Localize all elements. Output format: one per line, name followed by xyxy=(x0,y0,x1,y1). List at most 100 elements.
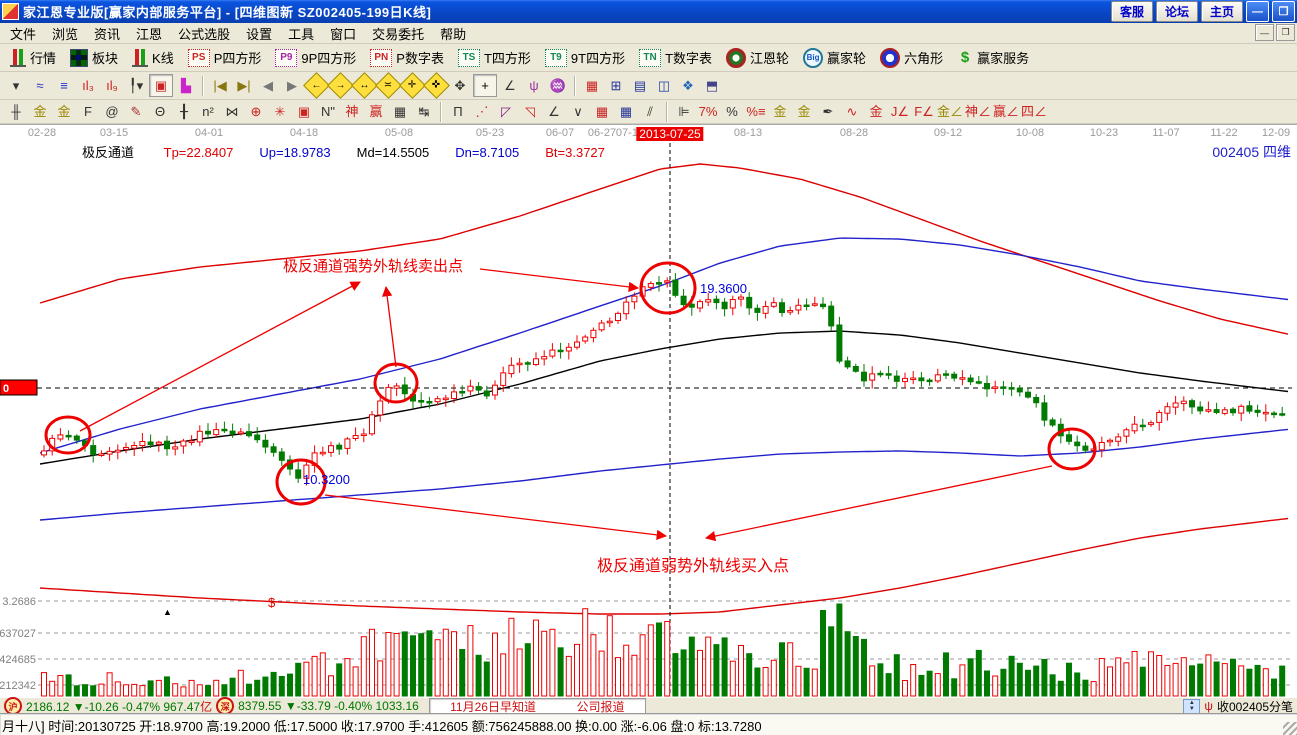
toolbar-button-K线[interactable]: K线 xyxy=(126,46,180,69)
pct-lines-icon[interactable]: %≡ xyxy=(746,104,766,119)
menu-item-浏览[interactable]: 浏览 xyxy=(52,26,79,42)
diamond-expand-all-icon[interactable]: ✜ xyxy=(422,72,450,99)
news-ticker[interactable]: 11月26日早知道 公司报道 xyxy=(428,698,646,714)
chart-region[interactable]: 3.2686 637027 424685 212342 0 极反通道强势外轨线卖出点 极反通… xyxy=(0,124,1297,698)
doc-restore-button[interactable]: ❐ xyxy=(1276,24,1295,41)
diamond-compress-icon[interactable]: ≍ xyxy=(374,72,402,99)
shen-tool-icon[interactable]: 神 xyxy=(345,104,359,119)
gann-ladder-icon[interactable]: ╫ xyxy=(11,104,21,119)
menu-item-工具[interactable]: 工具 xyxy=(288,26,315,42)
grid-blue-icon[interactable]: ▦ xyxy=(619,104,633,119)
menu-item-文件[interactable]: 文件 xyxy=(10,26,37,42)
grid123-icon[interactable]: ▦ xyxy=(393,104,407,119)
titlebar-button-论坛[interactable]: 论坛 xyxy=(1155,1,1198,22)
grid-red-icon[interactable]: ▦ xyxy=(595,104,609,119)
toolbar-button-赢家服务[interactable]: $ 赢家服务 xyxy=(951,46,1035,69)
prev-bar-icon[interactable]: ◀ xyxy=(263,78,273,93)
toolbar-button-9T四方形[interactable]: T9 9T四方形 xyxy=(539,46,631,69)
titlebar-button-主页[interactable]: 主页 xyxy=(1200,1,1243,22)
toolbar-button-P四方形[interactable]: PS P四方形 xyxy=(182,46,268,69)
candle-style-icon[interactable]: ╿▾ xyxy=(128,78,144,93)
calculator-icon[interactable]: ⊞ xyxy=(610,78,622,93)
gold-ladder2-icon[interactable]: 金 xyxy=(57,104,71,119)
spiral-icon[interactable]: @ xyxy=(105,104,119,119)
toolbar-button-9P四方形[interactable]: P9 9P四方形 xyxy=(269,46,362,69)
n2-icon[interactable]: n² xyxy=(202,104,214,119)
ying-angle-icon[interactable]: 赢∠ xyxy=(993,104,1020,119)
diamond-right-icon[interactable]: → xyxy=(326,72,354,99)
bars-3-icon[interactable]: ıl₃ xyxy=(82,78,94,93)
angle-measure-icon[interactable]: ∠ xyxy=(504,78,516,93)
calendar-icon[interactable]: ▦ xyxy=(585,78,599,93)
si-angle-icon[interactable]: 四∠ xyxy=(1021,104,1048,119)
toolbar-button-赢家轮[interactable]: Big 赢家轮 xyxy=(797,46,872,70)
histogram-icon[interactable]: ▙ xyxy=(181,78,191,93)
pct-icon[interactable]: % xyxy=(726,104,738,119)
menu-item-公式选股[interactable]: 公式选股 xyxy=(178,26,231,42)
ink-pen-icon[interactable]: ✒ xyxy=(822,104,834,119)
web-update-icon[interactable]: ❖ xyxy=(682,78,694,93)
gold-lines-icon[interactable]: 金 xyxy=(797,104,811,119)
news-morning-link[interactable]: 11月26日早知道 xyxy=(450,699,536,714)
price-scale-icon[interactable]: ⊫ xyxy=(678,104,690,119)
kline-chart[interactable]: 3.26866370274246852123420极反通道强势外轨线卖出点极反通… xyxy=(0,125,1297,698)
ying-tool-icon[interactable]: 赢 xyxy=(369,104,383,119)
boxed-star-icon[interactable]: ▣ xyxy=(297,104,311,119)
dropdown-caret-icon[interactable]: ▾ xyxy=(12,78,20,93)
notes-icon[interactable]: ≡ xyxy=(60,78,68,93)
fan-red-icon[interactable]: ⋰ xyxy=(475,104,489,119)
crosshair-icon[interactable]: + xyxy=(473,74,497,97)
toolbar-button-板块[interactable]: 板块 xyxy=(64,46,124,69)
stream-spinner[interactable]: ▲ ▼ xyxy=(1183,698,1201,714)
vee-line-icon[interactable]: ∨ xyxy=(573,104,583,119)
f-angle-icon[interactable]: F∠ xyxy=(914,104,934,119)
gold-band-icon[interactable]: 金 xyxy=(869,104,883,119)
toolbar-button-江恩轮[interactable]: 江恩轮 xyxy=(720,46,795,70)
minimize-button[interactable]: ― xyxy=(1246,1,1269,22)
trend-angle-icon[interactable]: ∠ xyxy=(548,104,560,119)
toolbar-button-P数字表[interactable]: PN P数字表 xyxy=(364,46,450,69)
toolbar-button-行情[interactable]: 行情 xyxy=(4,46,62,69)
brush-icon[interactable]: ✎ xyxy=(130,104,142,119)
toolbar-button-六角形[interactable]: 六角形 xyxy=(874,46,949,70)
resize-grip[interactable] xyxy=(1283,722,1297,735)
pitchfork-icon[interactable]: ψ xyxy=(529,78,539,93)
menu-item-设置[interactable]: 设置 xyxy=(246,26,273,42)
gold-angle-icon[interactable]: 金∠ xyxy=(937,104,964,119)
kk-icon[interactable]: Ν" xyxy=(320,104,335,119)
diamond-lr-icon[interactable]: ↔ xyxy=(350,72,378,99)
seal-icon[interactable]: ▣ xyxy=(149,74,173,97)
fib-ladder-icon[interactable]: F xyxy=(84,104,92,119)
parallel-lines-icon[interactable]: ⫽ xyxy=(647,104,653,119)
report-icon[interactable]: ▤ xyxy=(633,78,647,93)
diamond-left-icon[interactable]: ← xyxy=(302,72,330,99)
ruler-icon[interactable]: ╂ xyxy=(180,104,188,119)
last-bar-icon[interactable]: ▶| xyxy=(237,78,251,93)
diamond-expand-icon[interactable]: ✛ xyxy=(398,72,426,99)
titlebar-button-客服[interactable]: 客服 xyxy=(1110,1,1153,22)
maximize-button[interactable]: ❐ xyxy=(1272,1,1295,22)
bars-9-icon[interactable]: ıl₉ xyxy=(106,78,118,93)
next-bar-icon[interactable]: ▶ xyxy=(287,78,297,93)
toolbar-button-T四方形[interactable]: TS T四方形 xyxy=(452,46,537,69)
remote-pc-icon[interactable]: ⬒ xyxy=(705,78,719,93)
news-company-link[interactable]: 公司报道 xyxy=(576,699,625,714)
mirror-icon[interactable]: ⋈ xyxy=(225,104,239,119)
fan-square-icon[interactable]: ◹ xyxy=(525,104,535,119)
fan-box-icon[interactable]: ◸ xyxy=(501,104,511,119)
dial-icon[interactable]: Θ xyxy=(154,104,166,119)
j-angle-icon[interactable]: J∠ xyxy=(890,104,910,119)
gold-ladder-icon[interactable]: 金 xyxy=(33,104,47,119)
menu-item-资讯[interactable]: 资讯 xyxy=(94,26,121,42)
gold-circle-icon[interactable]: 金 xyxy=(773,104,787,119)
menu-item-帮助[interactable]: 帮助 xyxy=(440,26,467,42)
menu-item-江恩[interactable]: 江恩 xyxy=(136,26,163,42)
starburst-icon[interactable]: ✳ xyxy=(274,104,286,119)
wave-tool-icon[interactable]: ≈ xyxy=(36,78,44,93)
gate-icon[interactable]: Π xyxy=(453,104,463,119)
span-arrows-icon[interactable]: ↹ xyxy=(418,104,430,119)
target-icon[interactable]: ⊕ xyxy=(250,104,262,119)
brain-icon[interactable]: ♒ xyxy=(549,78,567,93)
shen-angle-icon[interactable]: 神∠ xyxy=(965,104,992,119)
menu-item-窗口[interactable]: 窗口 xyxy=(330,26,357,42)
